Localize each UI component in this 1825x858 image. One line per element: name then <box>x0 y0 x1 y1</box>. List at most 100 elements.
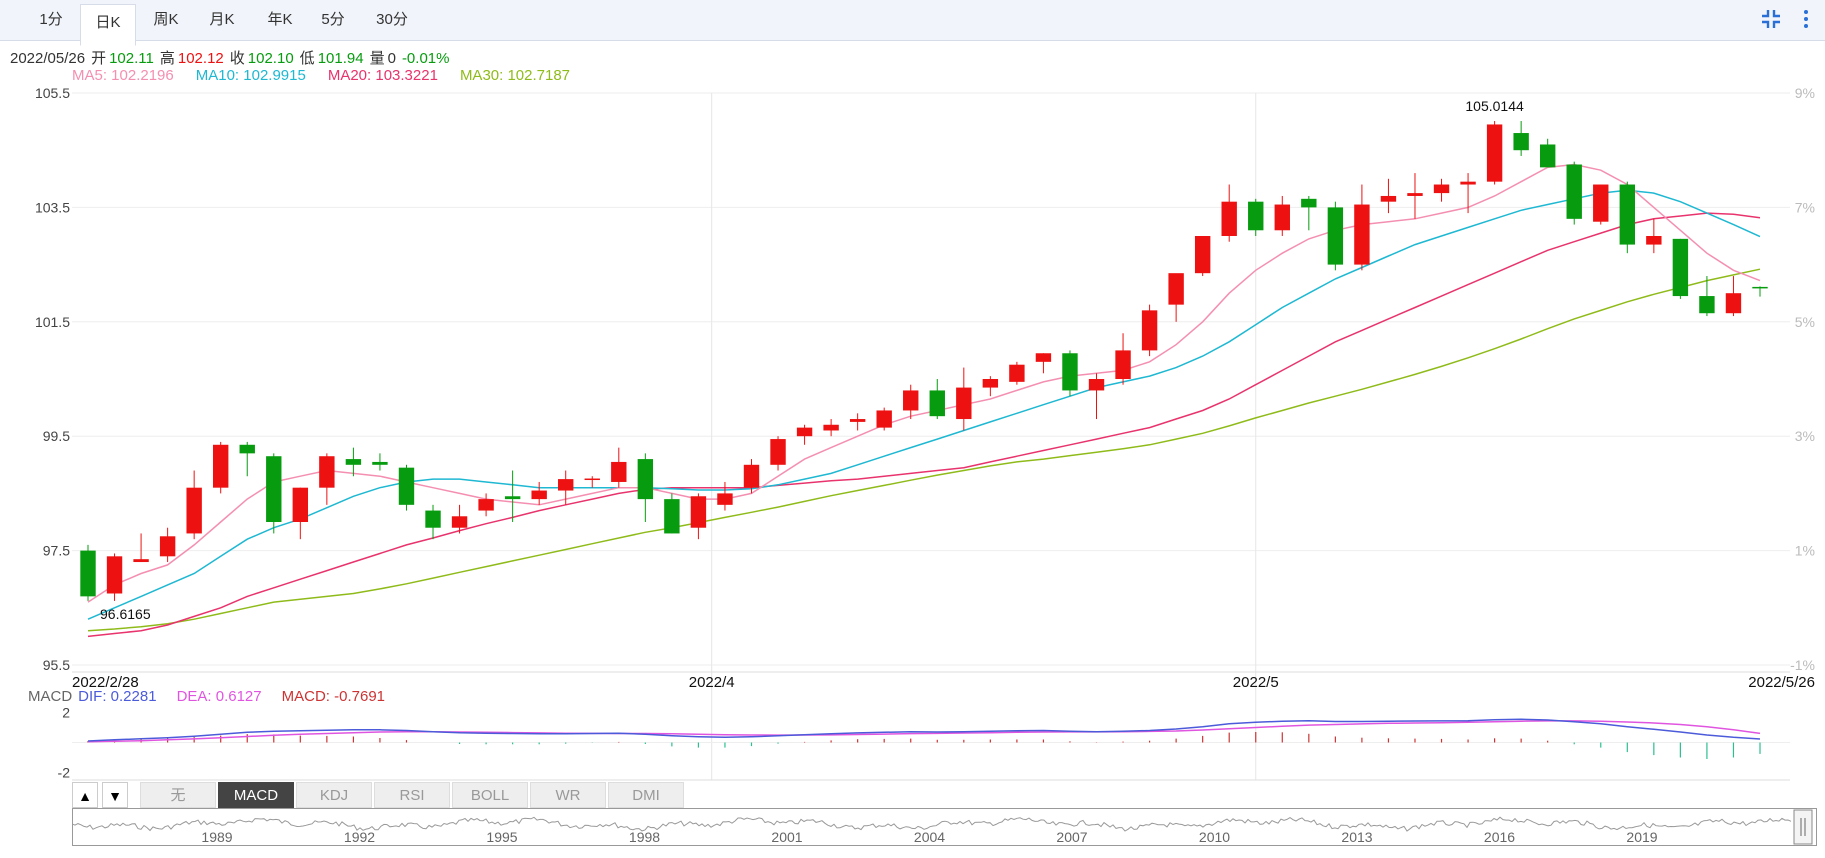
x-tick-label-2: 2022/5 <box>1233 674 1279 691</box>
candle-2 <box>133 559 149 563</box>
x-tick-label-3: 2022/5/26 <box>1748 674 1815 691</box>
tab-4[interactable]: 年K <box>267 11 293 28</box>
indicator-tab-kdj[interactable]: KDJ <box>296 782 372 808</box>
candle-55 <box>1539 144 1556 168</box>
candle-62 <box>1725 293 1742 314</box>
candle-27 <box>796 427 813 437</box>
candle-40 <box>1141 310 1158 351</box>
high-label: 高 <box>159 50 175 67</box>
candle-61 <box>1699 296 1715 314</box>
close-label: 收 <box>229 50 245 67</box>
candle-38 <box>1088 379 1105 391</box>
candle-10 <box>345 459 362 465</box>
right-tick-label-5: -1% <box>1790 657 1815 673</box>
indicator-tab-wr[interactable]: WR <box>530 782 606 808</box>
candle-23 <box>690 496 707 528</box>
candle-29 <box>849 419 866 422</box>
macd-y-tick-1: -2 <box>58 765 71 781</box>
time-navigator[interactable]: 1989 1992 1995 1998 2001 2004 2007 2010 2013 2016… <box>72 808 1817 846</box>
tab-0[interactable]: 1分 <box>39 11 63 28</box>
ma30-line <box>87 268 1761 632</box>
more-vertical-icon[interactable] <box>1795 8 1817 30</box>
candle-60 <box>1672 238 1689 297</box>
candle-49 <box>1380 195 1397 202</box>
tab-2[interactable]: 周K <box>153 11 179 28</box>
indicator-tab-无[interactable]: 无 <box>140 782 216 808</box>
navigator-year-1995: 1995 <box>486 829 517 845</box>
navigator-year-2004: 2004 <box>914 829 945 845</box>
candle-17 <box>531 490 547 500</box>
macd-title: MACD <box>28 688 73 705</box>
period-tab-bar: 1分 日K 周K 月K 年K 5分 30分 <box>0 0 1825 46</box>
high-value: 102.12 <box>177 50 224 67</box>
navigator-handle[interactable] <box>1793 809 1813 845</box>
quote-date: 2022/05/26 <box>10 50 86 67</box>
ma10-line <box>87 189 1761 620</box>
volume-label: 量 <box>369 50 385 67</box>
right-tick-label-1: 7% <box>1795 199 1815 215</box>
candle-34 <box>982 379 999 388</box>
open-value: 102.11 <box>109 50 154 67</box>
candle-8 <box>292 487 309 522</box>
right-tick-label-2: 5% <box>1795 314 1815 330</box>
indicator-tab-boll[interactable]: BOLL <box>452 782 528 808</box>
candle-45 <box>1274 204 1290 231</box>
candle-30 <box>876 410 892 428</box>
candle-39 <box>1115 350 1131 379</box>
macd-value-legend: MACD: -0.7691 <box>281 688 385 705</box>
navigator-year-2016: 2016 <box>1484 829 1515 845</box>
navigator-year-1989: 1989 <box>201 829 232 845</box>
scroll-down-button[interactable]: ▼ <box>102 782 128 808</box>
ma10-legend: MA10: 102.9915 <box>195 67 306 84</box>
ma30-legend: MA30: 102.7187 <box>459 67 571 84</box>
candle-37 <box>1062 353 1078 391</box>
candle-6 <box>239 444 255 454</box>
open-label: 开 <box>91 50 107 67</box>
indicator-tab-macd[interactable]: MACD <box>218 782 294 808</box>
y-tick-label-2: 101.5 <box>35 314 70 330</box>
candle-33 <box>956 387 972 420</box>
tab-5[interactable]: 5分 <box>321 11 345 28</box>
candle-41 <box>1168 273 1184 305</box>
tab-6[interactable]: 30分 <box>376 11 408 28</box>
navigator-year-2013: 2013 <box>1341 829 1372 845</box>
candle-36 <box>1035 353 1052 362</box>
candle-31 <box>903 390 919 411</box>
candle-44 <box>1248 201 1264 231</box>
candle-15 <box>478 499 494 511</box>
right-tick-label-4: 1% <box>1795 543 1815 559</box>
navigator-year-1998: 1998 <box>629 829 660 845</box>
navigator-chart[interactable]: 1989 1992 1995 1998 2001 2004 2007 2010 2013 2016… <box>72 808 1817 846</box>
dif-legend: DIF: 0.2281 <box>78 688 157 705</box>
macd-y-tick-0: 2 <box>62 705 70 721</box>
candle-26 <box>770 439 786 465</box>
y-tick-label-0: 105.5 <box>35 85 70 101</box>
low-label: 低 <box>299 50 315 67</box>
min-price-label: 96.6165 <box>100 606 151 622</box>
candle-53 <box>1486 124 1503 182</box>
candle-35 <box>1009 364 1025 382</box>
candle-16 <box>504 496 521 500</box>
ma5-legend: MA5: 102.2196 <box>72 67 174 84</box>
candle-59 <box>1646 236 1662 245</box>
navigator-year-2019: 2019 <box>1626 829 1657 845</box>
y-tick-label-5: 95.5 <box>43 657 70 673</box>
candle-0 <box>80 550 96 597</box>
collapse-icon[interactable] <box>1760 8 1782 30</box>
ma5-line <box>87 163 1761 603</box>
candle-5 <box>213 444 229 488</box>
indicator-tab-rsi[interactable]: RSI <box>374 782 450 808</box>
quote-info-line: 2022/05/26 开 102.11 高 102.12 收 102.10 低 101.94 量 0… <box>10 47 455 68</box>
candle-11 <box>372 461 388 465</box>
candle-48 <box>1354 204 1370 265</box>
scroll-up-button[interactable]: ▲ <box>72 782 98 808</box>
candle-24 <box>717 493 733 505</box>
dea-line <box>87 720 1761 743</box>
x-tick-label-1: 2022/4 <box>689 674 735 691</box>
indicator-tab-dmi[interactable]: DMI <box>608 782 684 808</box>
candle-52 <box>1460 181 1476 185</box>
tab-3[interactable]: 月K <box>209 11 235 28</box>
y-tick-label-4: 97.5 <box>43 543 70 559</box>
tab-1[interactable]: 日K <box>80 4 136 46</box>
